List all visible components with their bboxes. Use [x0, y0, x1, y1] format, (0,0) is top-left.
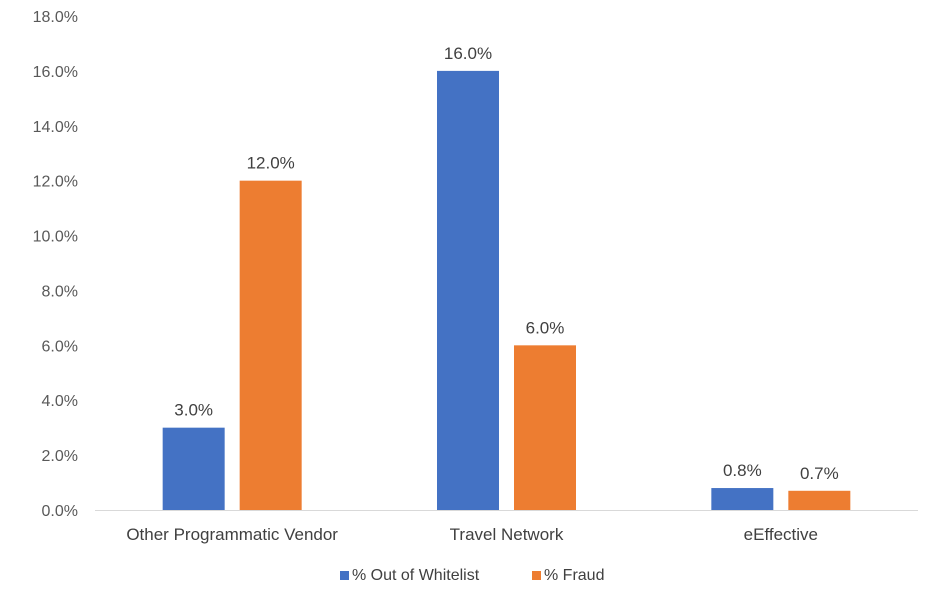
data-label: 3.0% — [174, 401, 213, 420]
y-tick-label: 8.0% — [42, 283, 78, 300]
legend-swatch — [532, 571, 541, 580]
x-category-label: Travel Network — [450, 525, 564, 544]
legend-label: % Out of Whitelist — [352, 567, 480, 584]
y-tick-label: 10.0% — [33, 229, 78, 246]
bar — [711, 488, 774, 510]
data-labels: 3.0% 12.0% 16.0% 6.0% 0.8% 0.7% — [174, 44, 838, 483]
y-tick-label: 18.0% — [33, 9, 78, 26]
bar — [514, 345, 576, 510]
data-label: 0.8% — [723, 461, 762, 480]
legend: % Out of Whitelist % Fraud — [340, 567, 604, 584]
bars — [162, 70, 851, 510]
y-tick-label: 0.0% — [42, 503, 78, 520]
y-axis-ticks: 0.0% 2.0% 4.0% 6.0% 8.0% 10.0% 12.0% 14.0% 16.0%… — [33, 9, 78, 520]
y-tick-label: 16.0% — [33, 64, 78, 81]
bar — [162, 427, 225, 510]
y-tick-label: 14.0% — [33, 119, 78, 136]
bar — [239, 180, 302, 510]
y-tick-label: 4.0% — [42, 393, 78, 410]
y-tick-label: 6.0% — [42, 338, 78, 355]
x-category-label: eEffective — [744, 525, 818, 544]
y-tick-label: 2.0% — [42, 448, 78, 465]
legend-label: % Fraud — [544, 567, 604, 584]
data-label: 6.0% — [526, 318, 565, 337]
data-label: 12.0% — [247, 154, 295, 173]
category-labels: Other Programmatic Vendor Travel Network e… — [126, 525, 818, 544]
bar — [437, 70, 499, 510]
data-label: 0.7% — [800, 464, 839, 483]
bar — [788, 490, 851, 510]
y-tick-label: 12.0% — [33, 174, 78, 191]
data-label: 16.0% — [444, 44, 492, 63]
legend-swatch — [340, 571, 349, 580]
x-category-label: Other Programmatic Vendor — [126, 525, 338, 544]
